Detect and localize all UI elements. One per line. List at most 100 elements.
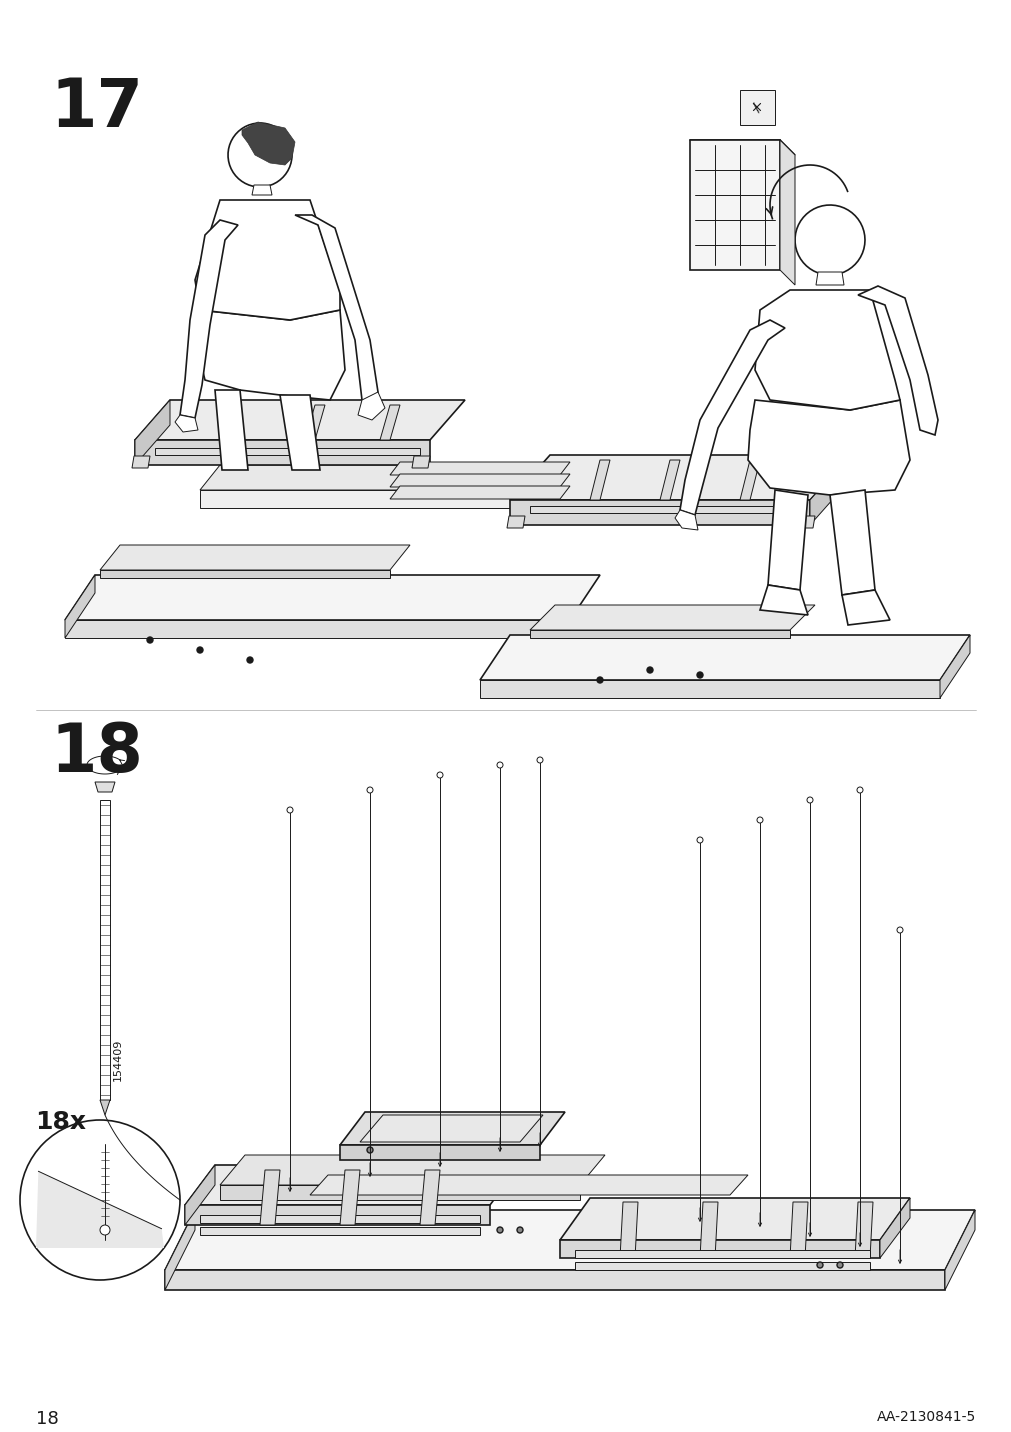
Polygon shape (510, 500, 809, 526)
Text: /: / (750, 100, 763, 113)
Polygon shape (747, 400, 909, 495)
Polygon shape (690, 140, 779, 271)
Polygon shape (559, 1199, 909, 1240)
Polygon shape (340, 1146, 540, 1160)
Circle shape (537, 758, 543, 763)
Polygon shape (779, 140, 795, 285)
Circle shape (806, 798, 812, 803)
Polygon shape (100, 570, 389, 579)
Polygon shape (739, 460, 759, 500)
Polygon shape (841, 590, 889, 624)
Polygon shape (155, 448, 420, 455)
Polygon shape (530, 505, 800, 513)
Polygon shape (739, 90, 774, 125)
Polygon shape (200, 465, 579, 490)
Polygon shape (95, 782, 115, 792)
Text: 154409: 154409 (113, 1038, 123, 1081)
Circle shape (20, 1120, 180, 1280)
Polygon shape (295, 215, 378, 405)
Polygon shape (200, 490, 559, 508)
Polygon shape (340, 1113, 564, 1146)
Polygon shape (219, 1186, 579, 1200)
Polygon shape (214, 390, 248, 470)
Polygon shape (340, 1170, 360, 1224)
Polygon shape (185, 1166, 214, 1224)
Circle shape (896, 927, 902, 934)
Polygon shape (510, 455, 849, 500)
Circle shape (697, 836, 703, 843)
Polygon shape (219, 1156, 605, 1186)
Polygon shape (700, 1201, 717, 1257)
Polygon shape (854, 1201, 872, 1257)
Polygon shape (790, 1201, 807, 1257)
Text: 18: 18 (36, 1411, 59, 1428)
Polygon shape (195, 200, 340, 319)
Polygon shape (65, 620, 569, 639)
Circle shape (197, 647, 203, 653)
Polygon shape (185, 1204, 489, 1224)
Polygon shape (420, 1170, 440, 1224)
Polygon shape (797, 516, 814, 528)
Polygon shape (100, 800, 110, 1100)
Polygon shape (185, 1166, 520, 1204)
Circle shape (836, 1262, 842, 1267)
Polygon shape (574, 1250, 869, 1257)
Polygon shape (219, 405, 240, 440)
Circle shape (247, 657, 253, 663)
Polygon shape (679, 319, 785, 516)
Polygon shape (252, 185, 272, 195)
Polygon shape (131, 455, 150, 468)
Circle shape (367, 1147, 373, 1153)
Polygon shape (100, 546, 409, 570)
Circle shape (646, 667, 652, 673)
Polygon shape (795, 205, 864, 275)
Polygon shape (134, 400, 464, 440)
Polygon shape (389, 474, 569, 487)
Circle shape (596, 677, 603, 683)
Polygon shape (767, 490, 807, 590)
Circle shape (517, 1227, 523, 1233)
Polygon shape (227, 123, 292, 188)
Polygon shape (165, 1270, 944, 1290)
Text: 18: 18 (50, 720, 143, 786)
Polygon shape (100, 1100, 110, 1116)
Circle shape (697, 672, 703, 677)
Circle shape (437, 772, 443, 778)
Polygon shape (309, 1176, 747, 1194)
Circle shape (367, 788, 373, 793)
Polygon shape (411, 455, 430, 468)
Polygon shape (180, 221, 238, 418)
Circle shape (147, 637, 153, 643)
Circle shape (496, 762, 502, 768)
Polygon shape (507, 516, 525, 528)
Polygon shape (690, 140, 795, 155)
Polygon shape (939, 634, 969, 697)
Text: AA-2130841-5: AA-2130841-5 (876, 1411, 975, 1423)
Circle shape (496, 1227, 502, 1233)
Polygon shape (620, 1201, 637, 1257)
Circle shape (756, 818, 762, 823)
Circle shape (856, 788, 862, 793)
Polygon shape (674, 510, 698, 530)
Polygon shape (200, 1227, 479, 1234)
Polygon shape (65, 576, 95, 639)
Polygon shape (574, 1262, 869, 1270)
Polygon shape (65, 576, 600, 620)
Text: 18x: 18x (35, 1110, 86, 1134)
Polygon shape (589, 460, 610, 500)
Polygon shape (479, 680, 939, 697)
Polygon shape (659, 460, 679, 500)
Polygon shape (559, 1240, 880, 1257)
Polygon shape (260, 1170, 280, 1224)
Polygon shape (530, 630, 790, 639)
Polygon shape (165, 1210, 195, 1290)
Polygon shape (175, 415, 198, 432)
Polygon shape (815, 272, 843, 285)
Circle shape (816, 1262, 822, 1267)
Polygon shape (944, 1210, 974, 1290)
Polygon shape (200, 1214, 479, 1223)
Polygon shape (36, 1171, 164, 1249)
Polygon shape (880, 1199, 909, 1257)
Polygon shape (379, 405, 399, 440)
Polygon shape (360, 1116, 543, 1141)
